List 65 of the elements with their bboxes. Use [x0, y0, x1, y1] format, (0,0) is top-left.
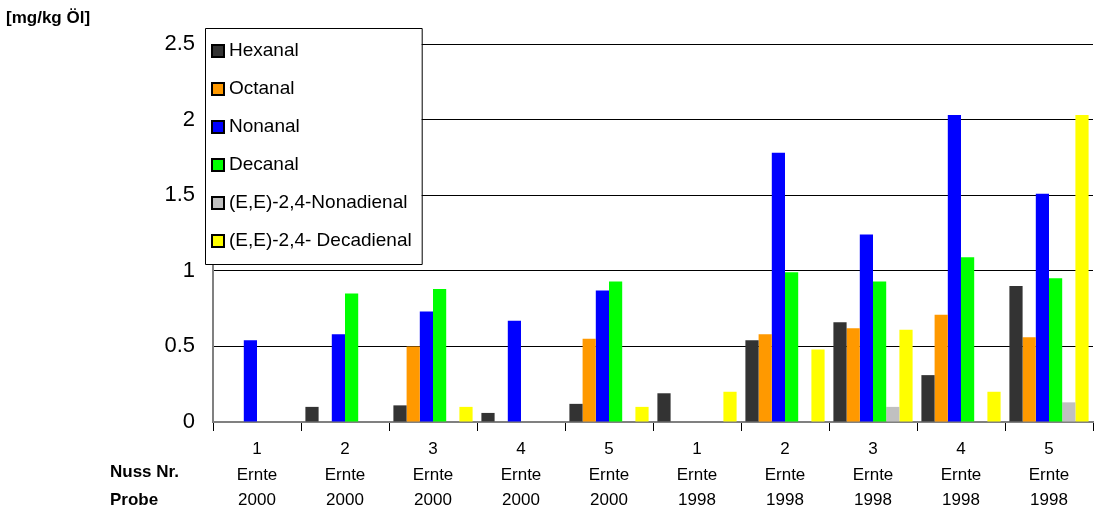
bar	[785, 272, 799, 422]
bar	[1062, 402, 1076, 422]
y-tick-label: 0.5	[164, 332, 195, 358]
x-tick-label: 4 Ernte 2000	[500, 439, 542, 510]
bar	[886, 406, 900, 422]
x-tick-label: 3 Ernte 2000	[412, 439, 454, 510]
y-tick-label: 0	[182, 408, 195, 434]
bar	[243, 340, 257, 422]
y-tick-label: 2	[182, 105, 195, 131]
legend-label: (E,E)-2,4-Nonadienal	[229, 191, 408, 213]
bar	[1049, 278, 1063, 422]
text: Probe	[110, 490, 159, 510]
bar	[433, 288, 447, 422]
y-tick-label: 2.5	[164, 30, 195, 56]
legend-label: (E,E)-2,4- Decadienal	[229, 229, 412, 251]
bar	[1009, 285, 1023, 422]
bar	[921, 375, 935, 422]
bar	[811, 349, 825, 422]
bar	[406, 346, 420, 422]
bar	[419, 311, 433, 422]
bar	[934, 314, 948, 422]
bar	[1075, 115, 1089, 422]
legend-label: Hexanal	[229, 39, 299, 61]
text: Nuss Nr.	[110, 462, 179, 482]
y-axis-title: [mg/kg Öl]	[6, 8, 91, 28]
bar	[961, 257, 975, 422]
x-tick-label: 2 Ernte 2000	[324, 439, 366, 510]
bar	[507, 320, 521, 422]
bar	[609, 281, 623, 422]
x-tick-label: 5 Ernte 2000	[588, 439, 630, 510]
bar	[569, 403, 583, 422]
x-tick-label: 2 Ernte 1998	[764, 439, 806, 510]
x-tick-label: 5 Ernte 1998	[1028, 439, 1070, 510]
bar	[758, 334, 772, 422]
bar	[873, 281, 887, 422]
y-tick-label: 1.5	[164, 181, 195, 207]
y-tick-label: 1	[182, 256, 195, 282]
bar	[1022, 337, 1036, 422]
bar	[657, 393, 671, 422]
bar	[723, 391, 737, 422]
bar	[305, 406, 319, 422]
bar	[1035, 193, 1049, 422]
legend-label: Nonanal	[229, 115, 300, 137]
bar	[947, 115, 961, 422]
legend-label: Octanal	[229, 77, 295, 99]
bar	[846, 328, 860, 422]
x-tick-label: 4 Ernte 1998	[940, 439, 982, 510]
bar	[859, 234, 873, 422]
bar	[833, 322, 847, 422]
bar	[899, 329, 913, 422]
bar	[345, 293, 359, 422]
bar	[771, 152, 785, 422]
bar	[459, 406, 473, 422]
bar	[393, 405, 407, 422]
bar	[582, 338, 596, 422]
bar	[987, 391, 1001, 422]
x-tick-label: 3 Ernte 1998	[852, 439, 894, 510]
bar	[481, 412, 495, 422]
x-tick-label: 1 Ernte 1998	[676, 439, 718, 510]
bar	[331, 334, 345, 422]
bar	[595, 290, 609, 422]
bar	[635, 406, 649, 422]
bar	[745, 340, 759, 422]
x-tick-label: 1 Ernte 2000	[236, 439, 278, 510]
legend-label: Decanal	[229, 153, 299, 175]
